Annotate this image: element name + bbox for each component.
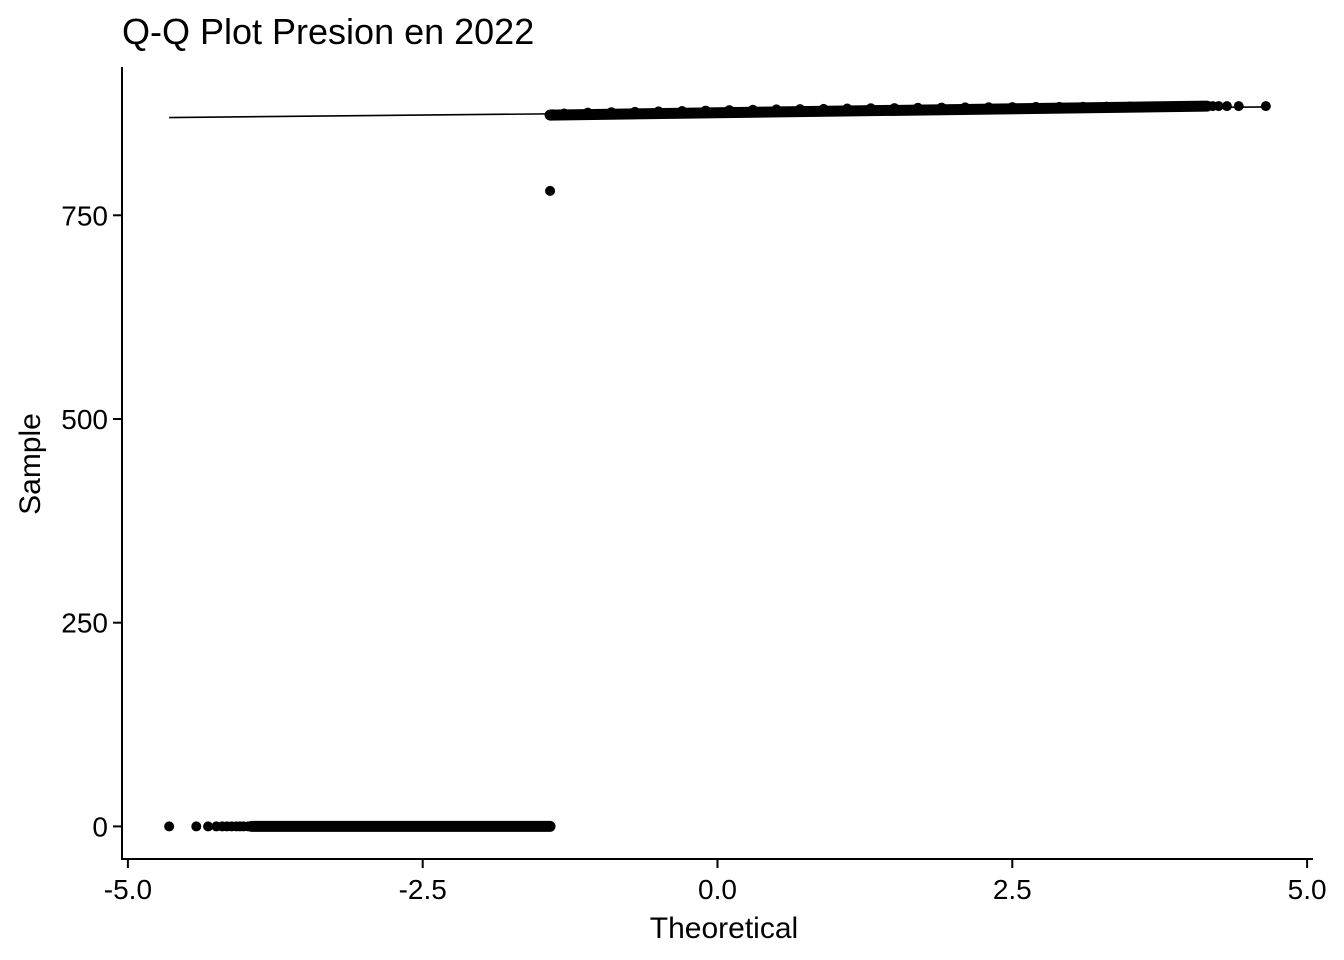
x-tick-label: -5.0 [104,874,152,905]
data-point [1078,101,1089,112]
y-tick-label: 750 [61,200,108,231]
data-point [500,821,511,832]
data-point [606,107,617,118]
data-point [747,104,758,115]
data-point [335,821,346,832]
data-point [912,102,923,113]
y-axis-ticks: 0 250 500 750 [61,200,122,842]
data-point [264,821,275,832]
data-point [1221,101,1232,112]
data-point [311,821,322,832]
y-tick-label: 0 [92,811,108,842]
data-point [453,821,464,832]
data-point [1030,101,1041,112]
data-point [545,185,556,196]
data-point [243,821,254,832]
chart-title: Q-Q Plot Presion en 2022 [122,11,534,52]
axes [121,67,1313,860]
x-tick-label: -2.5 [399,874,447,905]
data-point [1213,101,1224,112]
data-point [382,821,393,832]
data-point [1054,101,1065,112]
data-point [547,109,558,120]
data-point [191,821,202,832]
y-axis-title: Sample [14,413,47,515]
data-point [1101,101,1112,112]
data-point [724,105,735,116]
data-point [523,821,534,832]
data-point [358,821,369,832]
data-point [936,102,947,113]
data-point [429,821,440,832]
data-point [842,103,853,114]
data-point [582,107,593,118]
y-tick-label: 250 [61,608,108,639]
data-point [1260,101,1271,112]
plot-area [164,100,1271,832]
data-point [818,103,829,114]
data-point [771,104,782,115]
data-point [164,821,175,832]
data-point [629,106,640,117]
data-point [1007,102,1018,113]
data-point [1172,101,1183,112]
data-point [700,105,711,116]
data-point [559,108,570,119]
data-point [1233,101,1244,112]
data-point [1125,101,1136,112]
x-tick-label: 2.5 [993,874,1032,905]
data-point [653,106,664,117]
data-point [960,102,971,113]
x-axis-title: Theoretical [650,912,798,945]
x-tick-label: 5.0 [1288,874,1327,905]
data-point [476,821,487,832]
data-point [1148,101,1159,112]
data-point [865,103,876,114]
data-point [983,102,994,113]
data-point [545,821,556,832]
x-axis-ticks: -5.0 -2.5 0.0 2.5 5.0 [104,859,1327,905]
data-point [795,104,806,115]
data-point [405,821,416,832]
data-point [1190,101,1201,112]
data-point [287,821,298,832]
data-point [889,103,900,114]
data-point [677,106,688,116]
y-tick-label: 500 [61,404,108,435]
x-tick-label: 0.0 [698,874,737,905]
data-point [203,821,214,832]
